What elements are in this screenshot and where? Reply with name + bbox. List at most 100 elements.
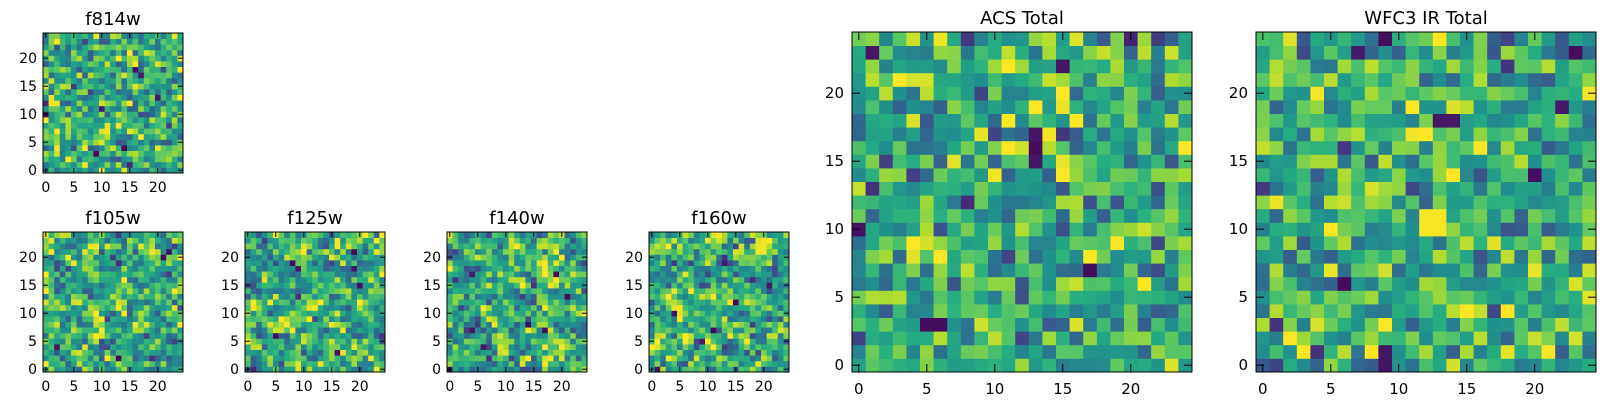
heatmap-cell	[447, 237, 453, 244]
heatmap-cell	[132, 232, 139, 238]
heatmap-cell	[682, 248, 689, 255]
heatmap-cell	[665, 260, 672, 266]
heatmap-cell	[177, 161, 184, 168]
heatmap-cell	[160, 44, 167, 51]
heatmap-cell	[177, 304, 184, 311]
y-tick-label: 10	[423, 306, 441, 322]
heatmap-cell	[323, 332, 330, 339]
heatmap-cell	[99, 304, 105, 311]
heatmap-cell	[749, 332, 756, 339]
heatmap-cell	[960, 263, 975, 278]
heatmap-cell	[357, 327, 363, 334]
heatmap-cell	[1310, 195, 1325, 210]
heatmap-cell	[54, 72, 61, 79]
heatmap-cell	[301, 282, 307, 289]
heatmap-cell	[665, 293, 672, 300]
heatmap-cell	[323, 299, 330, 306]
heatmap-cell	[716, 349, 723, 356]
heatmap-cell	[121, 276, 128, 283]
heatmap-cell	[671, 349, 678, 356]
heatmap-cell	[301, 344, 307, 350]
heatmap-cell	[177, 260, 184, 266]
heatmap-cell	[1324, 276, 1338, 291]
heatmap-cell	[1568, 168, 1583, 182]
heatmap-cell	[99, 243, 105, 250]
heatmap-cell	[777, 327, 784, 334]
heatmap-cell	[1269, 168, 1284, 182]
heatmap-cell	[301, 321, 307, 328]
heatmap-cell	[306, 299, 313, 306]
heatmap-cell	[93, 254, 100, 261]
heatmap-cell	[379, 321, 386, 328]
heatmap-cell	[82, 117, 89, 123]
heatmap-cell	[110, 66, 117, 73]
heatmap-cell	[947, 32, 962, 46]
heatmap-cell	[733, 271, 739, 278]
heatmap-cell	[1405, 59, 1420, 74]
heatmap-cell	[256, 355, 263, 362]
heatmap-cell	[733, 349, 739, 356]
heatmap-cell	[1541, 127, 1556, 142]
heatmap-cell	[155, 94, 161, 101]
heatmap-cell	[362, 332, 369, 339]
heatmap-cell	[491, 327, 498, 334]
heatmap-cell	[160, 77, 167, 84]
heatmap-cell	[166, 150, 173, 157]
heatmap-cell	[87, 265, 94, 272]
heatmap-cell	[1324, 331, 1338, 346]
heatmap-cell	[93, 89, 100, 95]
heatmap-cell	[261, 265, 268, 272]
heatmap-cell	[143, 332, 150, 339]
heatmap-cell	[777, 288, 784, 294]
heatmap-cell	[329, 248, 335, 255]
heatmap-cells	[852, 32, 1193, 373]
heatmap-cell	[649, 243, 655, 250]
heatmap-cell	[1269, 276, 1284, 291]
heatmap-cell	[177, 145, 184, 151]
heatmap-cell	[1110, 195, 1125, 210]
heatmap-cell	[738, 316, 745, 322]
heatmap-cell	[43, 150, 49, 157]
heatmap-cell	[138, 66, 145, 73]
heatmap-cell	[671, 248, 678, 255]
heatmap-cell	[43, 299, 49, 306]
heatmap-cell	[104, 156, 111, 163]
heatmap-cell	[160, 150, 167, 157]
heatmap-cell	[738, 260, 745, 266]
heatmap-cell	[892, 331, 907, 346]
heatmap-cell	[256, 304, 263, 311]
heatmap-cell	[649, 327, 655, 334]
heatmap-cell	[59, 133, 66, 140]
heatmap-cell	[1568, 140, 1583, 155]
heatmap-cell	[76, 366, 83, 373]
heatmap-cell	[960, 86, 975, 101]
heatmap-cell	[1069, 222, 1084, 237]
heatmap-cell	[766, 248, 773, 255]
heatmap-cell	[351, 265, 358, 272]
heatmap-cell	[99, 316, 105, 322]
heatmap-cell	[59, 89, 66, 95]
heatmap-cell	[143, 254, 150, 261]
heatmap-cell	[1337, 208, 1352, 223]
heatmap-cell	[1151, 317, 1166, 332]
heatmap-cell	[121, 293, 128, 300]
heatmap-cell	[149, 156, 156, 163]
heatmap-cell	[491, 344, 498, 350]
heatmap-cell	[755, 360, 762, 367]
heatmap-cell	[334, 237, 341, 244]
heatmap-cell	[879, 86, 894, 101]
heatmap-cell	[177, 61, 184, 67]
heatmap-cell	[1541, 290, 1556, 305]
heatmap-cell	[1500, 154, 1515, 169]
heatmap-cell	[245, 360, 251, 367]
heatmap-cell	[1310, 208, 1325, 223]
heatmap-cell	[514, 288, 521, 294]
heatmap-cell	[564, 237, 571, 244]
heatmap-cell	[250, 293, 257, 300]
heatmap-cell	[705, 243, 711, 250]
heatmap-cell	[920, 86, 934, 101]
heatmap-cell	[1528, 290, 1542, 305]
heatmap-cell	[160, 111, 167, 118]
heatmap-cell	[906, 32, 921, 46]
heatmap-cell	[273, 344, 279, 350]
